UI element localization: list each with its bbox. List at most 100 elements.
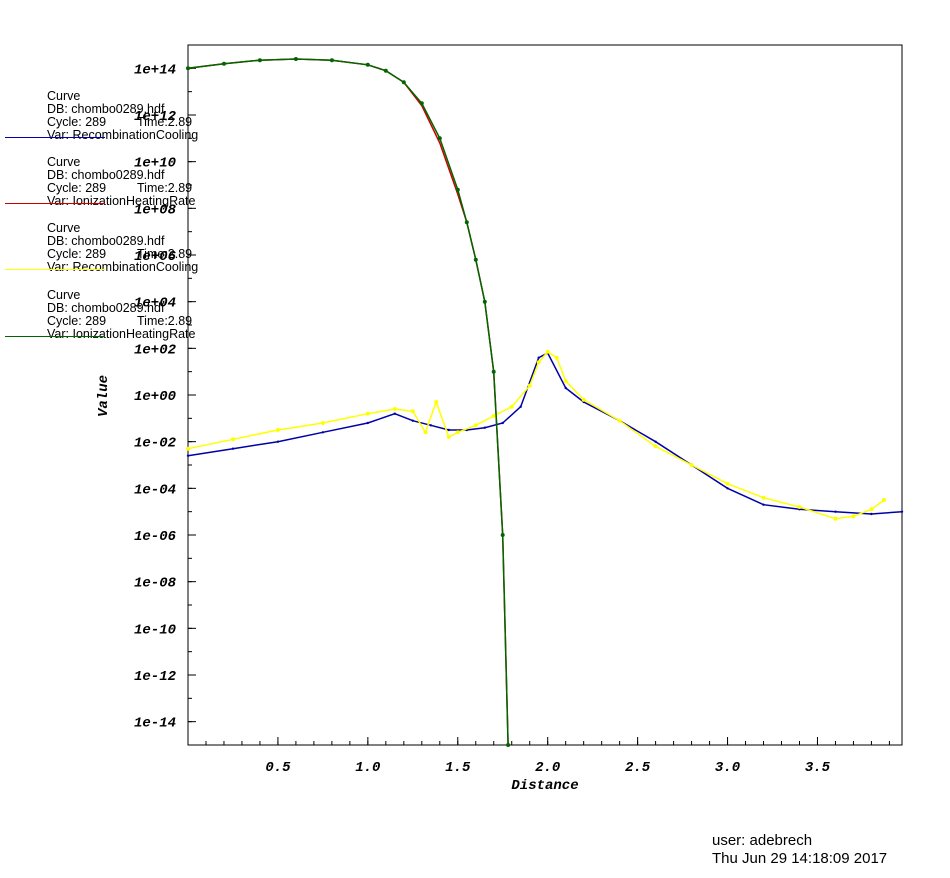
legend-title: Curve <box>47 155 81 169</box>
legend-title: Curve <box>47 288 81 302</box>
series-point-3 <box>222 61 226 66</box>
series-point-0 <box>321 431 325 434</box>
series-point-0 <box>186 454 190 457</box>
x-tick-label: 1.5 <box>445 760 471 776</box>
series-point-0 <box>762 503 765 506</box>
series-point-2 <box>392 407 397 411</box>
legend-cycle: Cycle: 289 <box>47 181 107 195</box>
series-point-3 <box>482 299 487 304</box>
series-point-0 <box>654 440 657 443</box>
series-point-2 <box>365 411 370 416</box>
series-point-2 <box>833 516 838 521</box>
series-point-0 <box>564 386 567 390</box>
series-point-2 <box>231 437 235 442</box>
legend-db: DB: chombo0289.hdf <box>47 168 165 182</box>
series-point-0 <box>366 421 369 425</box>
y-tick-label: 1e+08 <box>134 202 177 218</box>
series-point-3 <box>500 533 505 537</box>
series-point-3 <box>437 136 442 141</box>
series-point-0 <box>519 405 522 408</box>
series-line-2 <box>187 350 885 520</box>
series-point-0 <box>429 424 432 427</box>
series-point-0 <box>447 428 450 432</box>
legend-cycle: Cycle: 289 <box>47 247 107 261</box>
series-point-2 <box>851 514 856 519</box>
legend-entry: Curve DB: chombo0289.hdf Cycle: 289 Time… <box>0 289 240 351</box>
plot-frame <box>187 44 903 746</box>
y-axis-title: Value <box>96 375 112 417</box>
x-tick-label: 2.0 <box>535 760 560 776</box>
series-point-2 <box>473 423 478 428</box>
y-tick-label: 1e+14 <box>134 62 176 78</box>
series-point-0 <box>231 447 235 450</box>
series-point-2 <box>410 409 415 414</box>
series-point-2 <box>491 414 496 418</box>
legend-title: Curve <box>47 89 81 103</box>
x-tick-label: 0.5 <box>265 760 291 776</box>
x-tick-label: 2.5 <box>625 760 651 776</box>
series-point-3 <box>186 66 190 71</box>
legend-entry: Curve DB: chombo0289.hdf Cycle: 289 Time… <box>0 156 240 218</box>
y-tick-label: 1e+04 <box>134 296 176 312</box>
legend-swatch-red <box>5 203 105 204</box>
series-point-0 <box>483 426 486 429</box>
legend-entry: Curve DB: chombo0289.hdf Cycle: 289 Time… <box>0 90 240 152</box>
user-label: user: adebrech <box>712 832 813 849</box>
y-tick-label: 1e-04 <box>134 482 176 498</box>
series-point-2 <box>689 463 694 467</box>
legend-time: Time:2.89 <box>137 115 193 129</box>
series-point-0 <box>537 356 540 359</box>
y-tick-label: 1e-10 <box>134 622 176 638</box>
y-tick-label: 1e-08 <box>134 576 177 592</box>
series-point-2 <box>545 349 550 354</box>
legend-var: Var: IonizationHeatingRate <box>47 194 196 208</box>
legend-db: DB: chombo0289.hdf <box>47 234 165 248</box>
series-point-2 <box>320 421 325 425</box>
series-point-2 <box>797 505 802 509</box>
series-point-3 <box>383 68 388 73</box>
series-point-0 <box>834 510 837 513</box>
series-point-2 <box>423 430 428 435</box>
series-point-0 <box>393 412 396 415</box>
series-point-3 <box>506 743 511 747</box>
series-point-2 <box>446 435 451 439</box>
x-tick-label: 3.5 <box>805 760 831 776</box>
series-point-3 <box>464 220 469 225</box>
series-point-2 <box>761 495 766 500</box>
x-axis-title: Distance <box>511 778 578 794</box>
series-point-3 <box>473 257 478 262</box>
y-tick-label: 1e-12 <box>134 669 177 685</box>
x-tick-label: 1.0 <box>355 760 380 776</box>
series-point-2 <box>725 481 730 486</box>
legend-title: Curve <box>47 221 81 235</box>
legend-time: Time:2.89 <box>137 181 193 195</box>
series-point-2 <box>186 446 190 451</box>
series-point-2 <box>536 360 541 365</box>
series-point-2 <box>869 507 874 512</box>
series-point-0 <box>276 440 280 443</box>
series-point-3 <box>419 101 424 106</box>
series-point-3 <box>401 80 406 85</box>
series-point-2 <box>455 430 460 435</box>
series-point-3 <box>293 57 298 61</box>
series-line-0 <box>187 351 903 515</box>
x-tick-label: 3.0 <box>715 760 740 776</box>
y-tick-label: 1e+12 <box>134 109 177 125</box>
series-point-3 <box>257 58 262 63</box>
series-point-0 <box>870 512 873 516</box>
legend-swatch-yellow <box>5 269 105 270</box>
legend-db: DB: chombo0289.hdf <box>47 102 165 116</box>
y-tick-label: 1e+10 <box>134 156 176 172</box>
series-point-3 <box>455 187 460 192</box>
series-point-2 <box>434 400 439 404</box>
series-point-2 <box>554 355 559 360</box>
legend-swatch-green <box>5 336 105 337</box>
legend-var: Var: RecombinationCooling <box>47 128 199 142</box>
series-point-2 <box>653 444 658 449</box>
legend-cycle: Cycle: 289 <box>47 314 107 328</box>
legend-time: Time:2.89 <box>137 314 193 328</box>
legend-var: Var: RecombinationCooling <box>47 260 199 274</box>
series-point-0 <box>900 510 904 513</box>
y-tick-label: 1e-02 <box>134 436 177 452</box>
